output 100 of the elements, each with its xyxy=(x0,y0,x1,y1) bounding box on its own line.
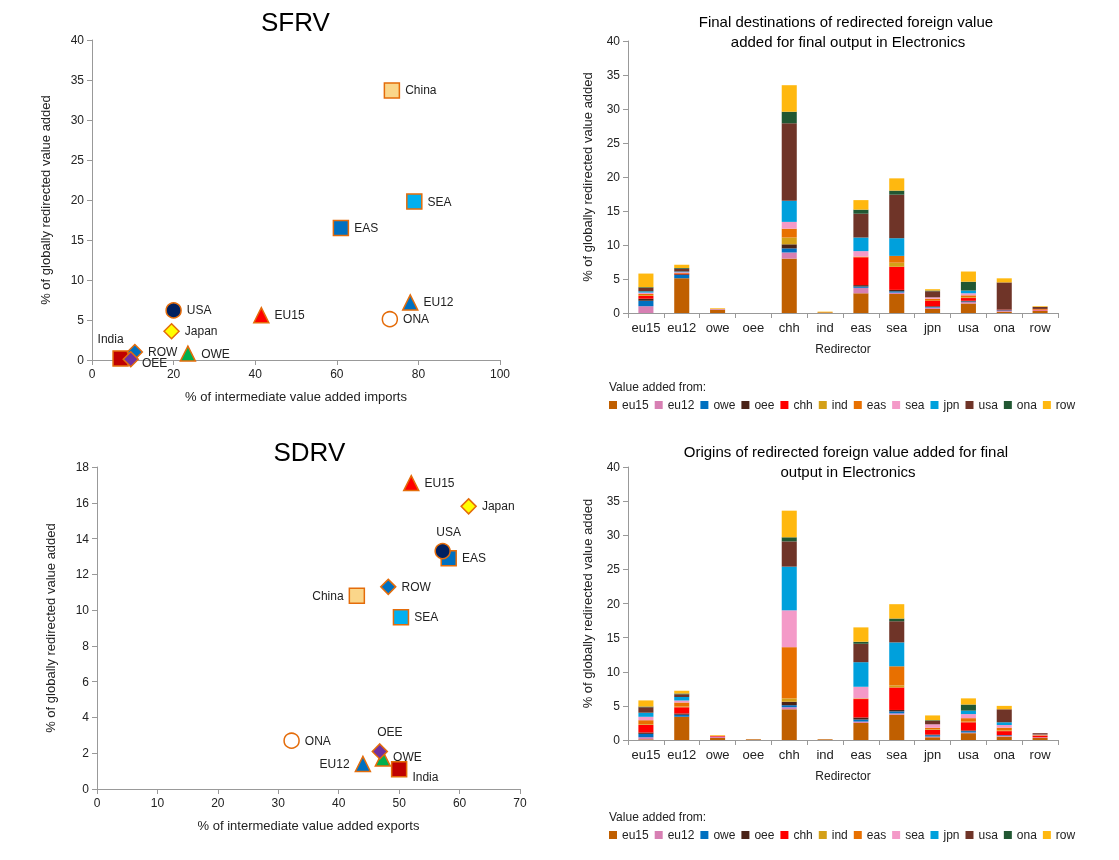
x-tick-label: 20 xyxy=(211,796,225,810)
x-tick-label: row xyxy=(1029,747,1052,762)
y-tick-label: 10 xyxy=(606,238,621,252)
y-tick-label: 5 xyxy=(613,698,621,713)
y-axis-title: % of globally redirected value added xyxy=(38,95,53,305)
x-tick-label: eu12 xyxy=(667,747,697,762)
x-axis-title: % of intermediate value added exports xyxy=(197,818,420,833)
series-label: USA xyxy=(436,524,461,539)
x-tick-label: eu15 xyxy=(631,320,661,335)
y-tick-label: 25 xyxy=(606,562,621,577)
x-tick-label: usa xyxy=(957,747,980,762)
y-tick-label: 40 xyxy=(606,460,621,474)
legend-label: jpn xyxy=(942,828,960,842)
y-tick-label: 5 xyxy=(613,272,621,286)
y-tick-label: 35 xyxy=(70,73,85,87)
legend-label: oee xyxy=(754,398,775,412)
series-label: ROW xyxy=(401,579,432,594)
y-tick-label: 4 xyxy=(82,710,90,725)
series-label: USA xyxy=(186,303,212,318)
legend-label: usa xyxy=(978,828,999,842)
legend-label: eu12 xyxy=(667,828,695,842)
legend-label: sea xyxy=(905,398,925,412)
legend-label: chh xyxy=(793,828,813,842)
y-axis-title: % of globally redirected value added xyxy=(580,72,595,282)
legend-label: eu15 xyxy=(622,828,650,842)
legend-label: eu12 xyxy=(667,398,695,412)
series-label: EAS xyxy=(461,551,486,566)
series-label: EAS xyxy=(354,221,379,235)
x-tick-label: sea xyxy=(886,320,908,335)
y-tick-label: 10 xyxy=(606,664,621,679)
series-label: Japan xyxy=(184,324,218,339)
series-label: India xyxy=(97,332,124,347)
x-tick-label: 60 xyxy=(330,367,344,381)
legend-label: ona xyxy=(1016,828,1038,842)
legend-label: ind xyxy=(831,398,848,412)
legend-label: owe xyxy=(713,398,736,412)
y-tick-label: 25 xyxy=(70,153,85,167)
x-tick-label: row xyxy=(1029,320,1052,335)
series-label: Japan xyxy=(481,499,515,514)
legend-label: chh xyxy=(793,398,813,412)
x-axis-title: Redirector xyxy=(815,342,871,356)
series-label: OEE xyxy=(377,725,403,740)
x-tick-label: sea xyxy=(886,747,908,762)
legend-title: Value added from: xyxy=(609,380,707,394)
y-tick-label: 18 xyxy=(75,460,90,474)
series-label: ONA xyxy=(304,733,331,748)
series-label: EU12 xyxy=(319,756,350,771)
y-tick-label: 20 xyxy=(606,170,621,184)
x-tick-label: oee xyxy=(742,747,765,762)
y-tick-label: 14 xyxy=(75,531,90,546)
x-tick-label: 30 xyxy=(271,796,286,810)
y-tick-label: 6 xyxy=(82,674,90,689)
legend-label: ind xyxy=(831,828,848,842)
x-tick-label: 0 xyxy=(93,796,101,810)
x-tick-label: 20 xyxy=(166,367,181,381)
chart-title: SDRV xyxy=(273,437,346,467)
y-tick-label: 12 xyxy=(75,567,90,582)
series-label: OWE xyxy=(201,346,230,361)
y-tick-label: 0 xyxy=(77,353,85,367)
y-tick-label: 2 xyxy=(82,746,90,761)
x-tick-label: jpn xyxy=(922,747,942,762)
y-tick-label: 40 xyxy=(70,33,85,47)
legend-label: row xyxy=(1055,828,1076,842)
legend-label: row xyxy=(1055,398,1076,412)
y-tick-label: 0 xyxy=(613,733,621,747)
y-tick-label: 10 xyxy=(75,603,90,618)
y-tick-label: 16 xyxy=(75,495,90,510)
y-tick-label: 15 xyxy=(606,204,621,218)
legend-label: usa xyxy=(978,398,999,412)
series-label: ONA xyxy=(403,312,430,327)
chart-title: Final destinations of redirected foreign value added for final output in Electronics xyxy=(698,12,998,50)
legend-label: jpn xyxy=(942,398,960,412)
legend-label: ona xyxy=(1016,398,1038,412)
series-label: China xyxy=(312,588,344,603)
y-tick-label: 5 xyxy=(77,313,85,327)
x-axis-title: % of intermediate value added imports xyxy=(185,389,408,404)
y-tick-label: 30 xyxy=(606,528,621,543)
x-tick-label: 10 xyxy=(150,796,165,810)
x-tick-label: usa xyxy=(957,320,980,335)
y-tick-label: 8 xyxy=(82,638,90,653)
y-tick-label: 15 xyxy=(606,630,621,645)
series-label: OWE xyxy=(393,749,422,764)
x-tick-label: 40 xyxy=(248,367,263,381)
x-tick-label: ona xyxy=(993,320,1016,335)
chart-title: Origins of redirected foreign value added for final output in Electronics xyxy=(683,442,1013,480)
series-label: India xyxy=(412,770,439,785)
y-tick-label: 15 xyxy=(70,233,85,247)
x-tick-label: ind xyxy=(816,320,834,335)
x-tick-label: 50 xyxy=(392,796,407,810)
y-axis-title: % of globally redirected value added xyxy=(43,523,58,733)
x-tick-label: owe xyxy=(705,320,730,335)
x-tick-label: 80 xyxy=(411,367,426,381)
series-label: OEE xyxy=(142,356,168,371)
x-tick-label: chh xyxy=(778,320,800,335)
x-tick-label: eu12 xyxy=(667,320,697,335)
x-tick-label: eu15 xyxy=(631,747,661,762)
x-tick-label: 60 xyxy=(452,796,467,810)
series-label: ROW xyxy=(148,345,179,359)
y-tick-label: 35 xyxy=(606,494,621,509)
x-tick-label: jpn xyxy=(922,320,942,335)
